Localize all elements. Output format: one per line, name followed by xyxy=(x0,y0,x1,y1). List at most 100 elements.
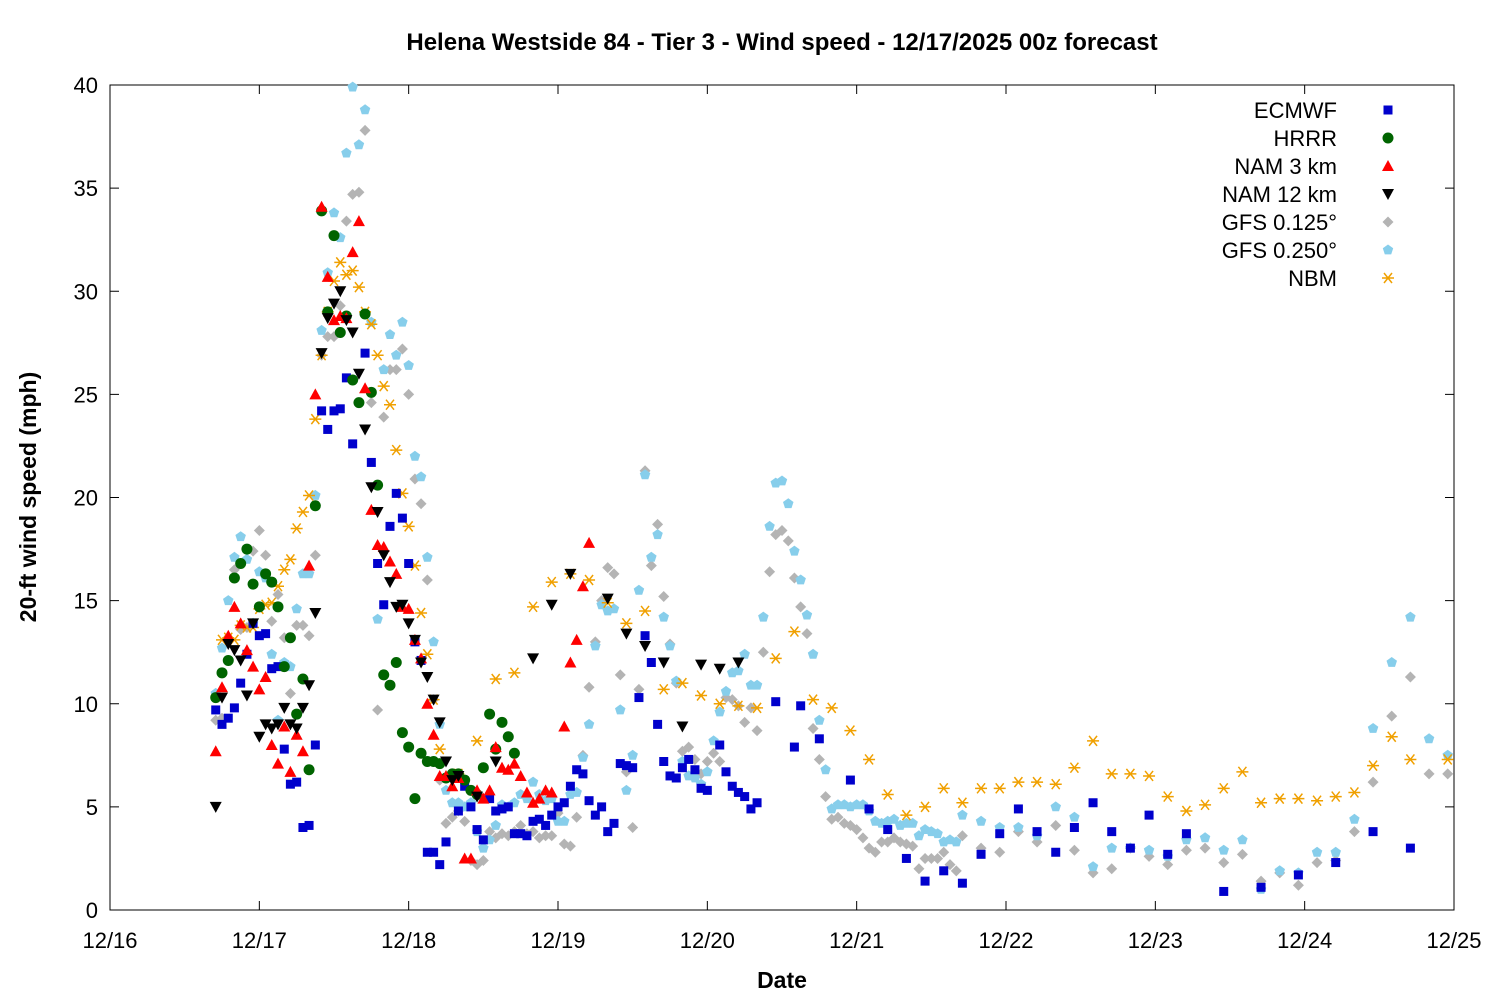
data-point xyxy=(851,824,863,836)
data-point xyxy=(341,147,352,158)
legend-marker xyxy=(1383,105,1393,115)
data-point xyxy=(460,781,470,791)
data-point xyxy=(807,723,819,734)
data-point xyxy=(1087,735,1100,747)
data-point xyxy=(608,603,620,614)
data-point xyxy=(993,782,1006,794)
data-point xyxy=(919,852,931,864)
data-point xyxy=(1125,843,1135,853)
legend-marker xyxy=(1382,272,1394,284)
data-point xyxy=(235,531,246,542)
data-point xyxy=(366,457,376,467)
data-point xyxy=(602,562,614,574)
data-point xyxy=(490,819,501,830)
data-point xyxy=(278,720,291,732)
data-point xyxy=(652,518,664,530)
data-point xyxy=(578,769,588,779)
data-point xyxy=(241,543,253,555)
data-point xyxy=(1311,846,1323,857)
data-point xyxy=(1367,723,1379,733)
data-point xyxy=(545,576,558,588)
data-point xyxy=(309,549,321,561)
data-point xyxy=(1069,811,1080,822)
data-point xyxy=(1180,805,1193,817)
data-point xyxy=(477,792,490,804)
data-point xyxy=(639,641,652,652)
data-point xyxy=(527,796,540,808)
data-point xyxy=(664,640,676,651)
data-point xyxy=(1293,870,1303,880)
data-point xyxy=(657,657,670,669)
data-point xyxy=(266,615,278,627)
x-tick-label: 12/19 xyxy=(530,928,585,953)
data-point xyxy=(752,798,762,808)
legend-label: GFS 0.125° xyxy=(1222,210,1337,235)
data-point xyxy=(502,731,514,743)
data-point xyxy=(508,747,520,759)
legend-marker xyxy=(1382,244,1394,255)
x-tick-label: 12/20 xyxy=(680,928,735,953)
data-point xyxy=(789,742,799,752)
data-point xyxy=(372,704,384,716)
data-point xyxy=(260,549,272,561)
data-point xyxy=(658,611,669,622)
x-tick-label: 12/25 xyxy=(1426,928,1481,953)
data-point xyxy=(608,568,620,580)
x-tick-label: 12/24 xyxy=(1277,928,1332,953)
data-point xyxy=(272,601,284,613)
data-point xyxy=(347,81,358,92)
data-point xyxy=(378,411,390,423)
y-tick-label: 10 xyxy=(74,692,98,717)
data-point xyxy=(583,681,595,693)
data-point xyxy=(284,719,297,731)
data-point xyxy=(1031,776,1044,788)
data-point xyxy=(796,701,806,711)
data-point xyxy=(540,830,552,842)
y-axis: 0 5 10 15 20 25 30 35 40 xyxy=(74,73,1454,923)
data-point xyxy=(347,374,359,386)
data-point xyxy=(733,787,743,797)
data-point xyxy=(396,727,408,739)
data-point xyxy=(565,781,575,791)
data-point xyxy=(1106,863,1118,875)
data-point xyxy=(397,316,408,327)
data-point xyxy=(402,520,415,532)
data-point xyxy=(1441,753,1454,765)
data-point xyxy=(216,642,228,653)
data-point xyxy=(869,846,881,858)
data-point xyxy=(832,811,844,823)
data-point xyxy=(508,667,521,679)
data-point xyxy=(427,694,440,706)
data-point xyxy=(957,878,967,888)
data-point xyxy=(615,759,625,769)
data-point xyxy=(1404,671,1416,683)
data-point xyxy=(957,809,968,820)
legend-label: NBM xyxy=(1288,266,1337,291)
data-point xyxy=(913,863,925,875)
data-point xyxy=(739,648,750,659)
data-point xyxy=(365,318,378,330)
data-point xyxy=(633,683,645,695)
data-point xyxy=(603,827,613,837)
data-point xyxy=(740,792,750,802)
data-point xyxy=(684,754,694,764)
data-point xyxy=(1068,762,1081,774)
data-point xyxy=(590,810,600,820)
data-point xyxy=(303,568,315,579)
data-point xyxy=(721,767,731,777)
y-tick-label: 5 xyxy=(86,795,98,820)
data-point xyxy=(994,846,1006,858)
data-point xyxy=(584,796,594,806)
data-point xyxy=(240,644,253,656)
data-point xyxy=(346,327,359,339)
data-point xyxy=(900,809,913,821)
data-point xyxy=(384,577,396,589)
data-point xyxy=(266,648,277,659)
data-point xyxy=(260,568,272,580)
data-point xyxy=(689,772,701,783)
data-point xyxy=(222,654,234,666)
data-point xyxy=(471,735,484,747)
data-point xyxy=(769,652,782,664)
data-point xyxy=(782,535,794,547)
